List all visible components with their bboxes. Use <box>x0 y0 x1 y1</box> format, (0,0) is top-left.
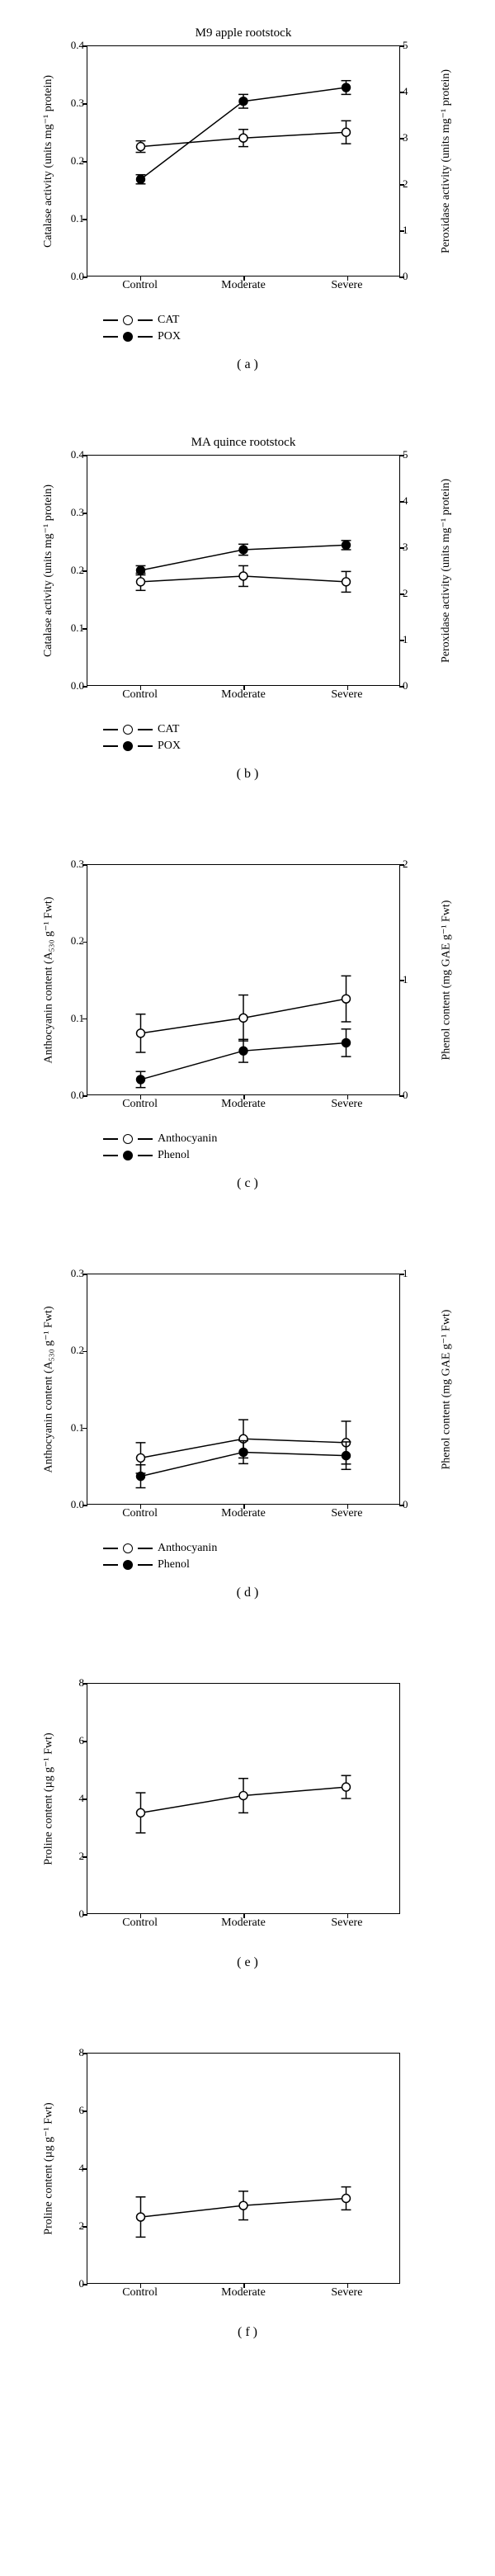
legend: CAT POX <box>103 721 454 754</box>
legend-label: Phenol <box>158 1149 190 1162</box>
panel-a: M9 apple rootstock Catalase activity (uni… <box>0 0 495 409</box>
panel-caption: ( c ) <box>41 1176 454 1191</box>
panel-caption: ( a ) <box>41 357 454 372</box>
y-ticks-left: 0.00.10.20.30.4 <box>58 455 84 686</box>
y-axis-label-left: Catalase activity (units mg⁻¹ protein) <box>41 455 56 686</box>
panel-d: Anthocyanin content (A₅₃₀ g⁻¹ Fwt) Phenol… <box>0 1228 495 1638</box>
y-axis-label-left: Anthocyanin content (A₅₃₀ g⁻¹ Fwt) <box>41 1274 56 1505</box>
panel-caption: ( f ) <box>41 2325 454 2340</box>
y-ticks-left: 02468 <box>58 2053 84 2284</box>
legend-item: CAT <box>103 721 454 738</box>
legend: Anthocyanin Phenol <box>103 1131 454 1164</box>
legend-label: Phenol <box>158 1558 190 1572</box>
legend-item: POX <box>103 738 454 754</box>
x-ticks: ControlModerateSevere <box>87 1507 400 1524</box>
legend-item: POX <box>103 328 454 345</box>
y-axis-label-left: Anthocyanin content (A₅₃₀ g⁻¹ Fwt) <box>41 864 56 1095</box>
y-ticks-right: 012345 <box>403 455 429 686</box>
plot-area <box>87 45 400 277</box>
panel-c: Anthocyanin content (A₅₃₀ g⁻¹ Fwt) Phenol… <box>0 819 495 1228</box>
y-ticks-left: 0.00.10.20.30.4 <box>58 45 84 277</box>
y-axis-label-left: Catalase activity (units mg⁻¹ protein) <box>41 45 56 277</box>
chart-title: M9 apple rootstock <box>87 26 400 40</box>
y-ticks-right: 01 <box>403 1274 429 1505</box>
panel-caption: ( e ) <box>41 1955 454 1970</box>
panel-e: Proline content (µg g⁻¹ Fwt)02468Control… <box>0 1638 495 2007</box>
legend-item: Phenol <box>103 1147 454 1164</box>
y-axis-label-right: Phenol content (mg GAE g⁻¹ Fwt) <box>439 1274 454 1505</box>
legend-label: Anthocyanin <box>158 1542 217 1555</box>
x-ticks: ControlModerateSevere <box>87 2286 400 2303</box>
panel-caption: ( b ) <box>41 767 454 782</box>
y-ticks-left: 0.00.10.20.3 <box>58 864 84 1095</box>
legend-item: CAT <box>103 312 454 328</box>
y-axis-label-right: Peroxidase activity (units mg⁻¹ protein) <box>439 45 454 277</box>
legend: Anthocyanin Phenol <box>103 1540 454 1573</box>
legend-label: Anthocyanin <box>158 1132 217 1146</box>
y-ticks-left: 0.00.10.20.3 <box>58 1274 84 1505</box>
x-ticks: ControlModerateSevere <box>87 688 400 705</box>
legend-label: CAT <box>158 314 179 327</box>
plot-area <box>87 1683 400 1914</box>
legend-item: Anthocyanin <box>103 1540 454 1557</box>
y-ticks-right: 012 <box>403 864 429 1095</box>
y-axis-label-right: Peroxidase activity (units mg⁻¹ protein) <box>439 455 454 686</box>
legend-item: Phenol <box>103 1557 454 1573</box>
plot-area <box>87 455 400 686</box>
legend: CAT POX <box>103 312 454 345</box>
panel-f: Proline content (µg g⁻¹ Fwt)02468Control… <box>0 2007 495 2377</box>
y-axis-label-right: Phenol content (mg GAE g⁻¹ Fwt) <box>439 864 454 1095</box>
x-ticks: ControlModerateSevere <box>87 279 400 295</box>
y-ticks-right: 012345 <box>403 45 429 277</box>
chart-title: MA quince rootstock <box>87 436 400 450</box>
y-axis-label-left: Proline content (µg g⁻¹ Fwt) <box>41 1683 56 1914</box>
panel-caption: ( d ) <box>41 1586 454 1600</box>
panel-b: MA quince rootstock Catalase activity (un… <box>0 409 495 819</box>
legend-label: POX <box>158 740 181 753</box>
plot-area <box>87 1274 400 1505</box>
y-ticks-left: 02468 <box>58 1683 84 1914</box>
x-ticks: ControlModerateSevere <box>87 1917 400 1933</box>
legend-label: CAT <box>158 723 179 736</box>
legend-label: POX <box>158 330 181 343</box>
x-ticks: ControlModerateSevere <box>87 1098 400 1114</box>
plot-area <box>87 864 400 1095</box>
plot-area <box>87 2053 400 2284</box>
y-axis-label-left: Proline content (µg g⁻¹ Fwt) <box>41 2053 56 2284</box>
legend-item: Anthocyanin <box>103 1131 454 1147</box>
